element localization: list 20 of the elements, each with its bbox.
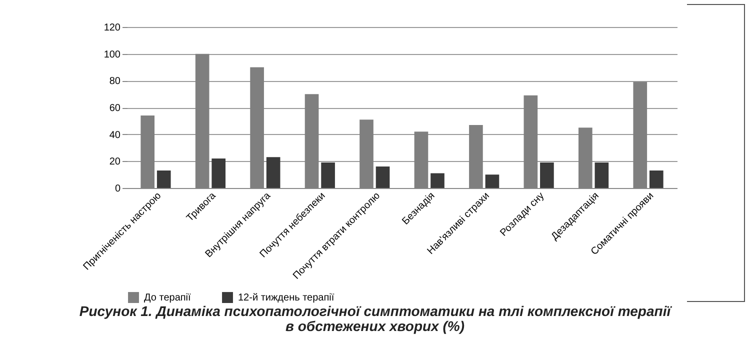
- y-tick-label: 40: [109, 130, 121, 141]
- bar: [540, 162, 554, 188]
- text: Рисунок 1. Динаміка психопатологічної симптоматики на тлі комплексної терапії в обстежених хворих (%): [78, 303, 673, 334]
- y-tick-label: 0: [114, 184, 121, 194]
- bar: [430, 173, 444, 188]
- bar: [376, 166, 390, 188]
- legend-label: До терапії: [144, 292, 192, 304]
- y-tick-label: 100: [104, 49, 121, 60]
- bar: [156, 170, 171, 188]
- y-tick-label: 20: [109, 156, 121, 168]
- y-tick-label: 120: [104, 22, 121, 34]
- bar: [649, 170, 664, 188]
- bar: [321, 162, 335, 188]
- bar: [594, 162, 609, 188]
- bar: [266, 157, 280, 188]
- bar: [212, 158, 226, 188]
- bar: [485, 174, 500, 188]
- y-tick-label: 80: [109, 76, 121, 88]
- y-tick-label: 60: [109, 103, 121, 114]
- legend-label: 12-й тиждень терапії: [238, 292, 334, 304]
